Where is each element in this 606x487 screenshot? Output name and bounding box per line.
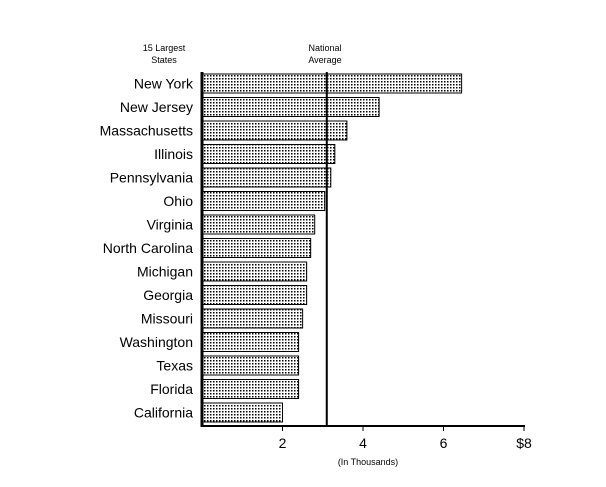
bar-georgia <box>201 285 308 305</box>
x-tick-label: 4 <box>359 435 367 451</box>
bar-texas <box>201 355 300 376</box>
category-label: Pennsylvania <box>110 170 193 186</box>
category-label: New Jersey <box>120 99 193 115</box>
bar-washington <box>201 332 300 352</box>
bar-virginia <box>201 214 316 235</box>
category-label: Virginia <box>147 217 194 233</box>
reference-label-line1: National <box>308 43 341 53</box>
bar-florida <box>201 379 300 399</box>
reference-label-line2: Average <box>308 55 341 65</box>
x-tick-label: $8 <box>516 435 532 451</box>
category-labels: New York New Jersey Massachusetts Illinois P… <box>100 76 194 421</box>
bar-missouri <box>201 308 304 329</box>
category-label: Michigan <box>137 264 193 280</box>
x-tick-label: 2 <box>279 435 287 451</box>
bars-group <box>201 73 463 423</box>
category-header-line1: 15 Largest <box>143 43 186 53</box>
bar-illinois <box>201 144 336 164</box>
category-header-line2: States <box>151 55 177 65</box>
bar-california <box>201 402 283 423</box>
x-axis-ticks: 2 4 6 $8 <box>279 426 532 451</box>
category-label: Ohio <box>163 193 193 209</box>
bar-north-carolina <box>201 238 312 258</box>
category-label: Massachusetts <box>100 123 193 139</box>
category-label: New York <box>134 76 194 92</box>
category-label: North Carolina <box>103 240 193 256</box>
bar-new-jersey <box>201 97 380 117</box>
bar-pennsylvania <box>201 167 332 188</box>
x-tick-label: 6 <box>440 435 448 451</box>
category-label: California <box>134 405 193 421</box>
category-label: Illinois <box>154 146 193 162</box>
category-label: Florida <box>150 381 193 397</box>
bar-michigan <box>201 261 308 282</box>
bar-new-york <box>201 73 463 94</box>
bar-ohio <box>201 191 326 211</box>
category-label: Georgia <box>143 287 193 303</box>
category-label: Missouri <box>141 311 193 327</box>
bar-massachusetts <box>201 120 348 141</box>
category-label: Washington <box>120 334 193 350</box>
category-label: Texas <box>156 358 193 374</box>
x-axis-label: (In Thousands) <box>338 457 398 467</box>
